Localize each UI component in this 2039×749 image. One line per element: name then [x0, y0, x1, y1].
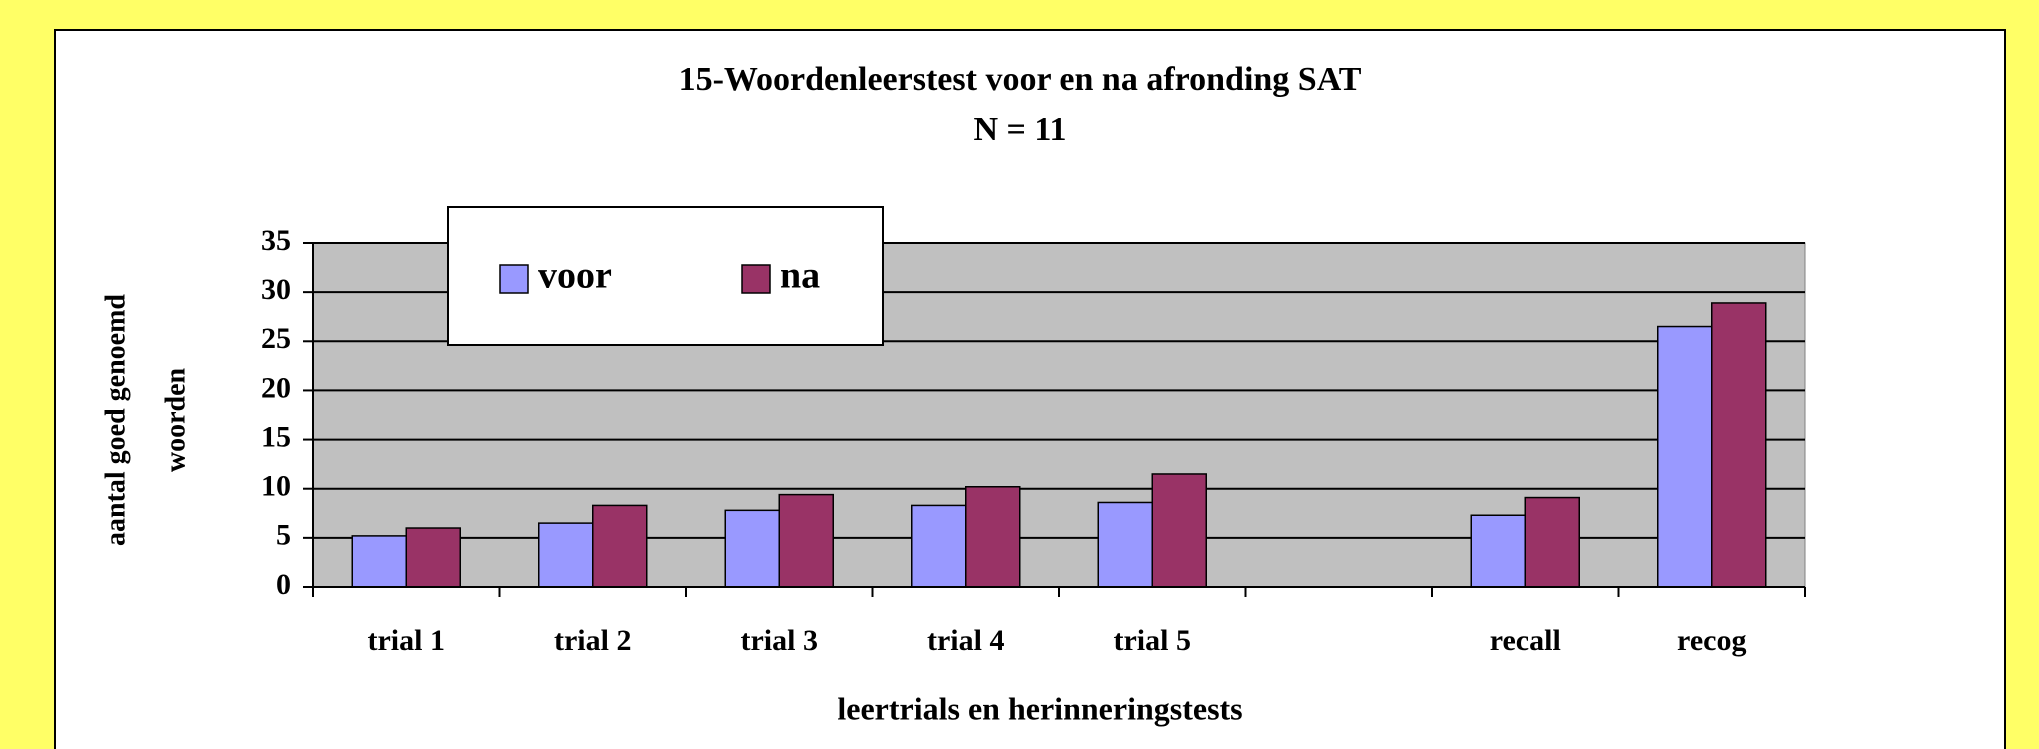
- legend-swatch: [741, 264, 771, 294]
- y-tick-label: 20: [261, 371, 291, 404]
- bar: [778, 493, 834, 588]
- x-tick-label: trial 2: [554, 624, 631, 657]
- bar: [724, 509, 780, 588]
- chart-subtitle: N = 11: [973, 111, 1066, 148]
- chart-title: 15-Woordenleerstest voor en na afronding…: [679, 61, 1362, 98]
- y-tick-label: 30: [261, 273, 291, 306]
- y-tick-label: 10: [261, 470, 291, 503]
- bar: [1711, 302, 1767, 588]
- x-tick-label: trial 4: [927, 624, 1004, 657]
- bar: [538, 522, 594, 588]
- x-tick-label: trial 3: [741, 624, 818, 657]
- x-tick-label: trial 5: [1114, 624, 1191, 657]
- bar: [592, 504, 648, 588]
- y-tick-label: 0: [276, 568, 291, 601]
- legend-label: voor: [538, 255, 612, 297]
- bar: [1097, 501, 1153, 588]
- y-tick-label: 25: [261, 322, 291, 355]
- legend-swatch: [499, 264, 529, 294]
- bar: [351, 535, 407, 588]
- bar: [965, 485, 1021, 588]
- y-tick-label: 5: [276, 519, 291, 552]
- y-tick-label: 35: [261, 224, 291, 257]
- y-axis-label: aantal goed genoemd: [100, 294, 131, 546]
- bar: [1524, 496, 1580, 588]
- x-tick-label: trial 1: [368, 624, 445, 657]
- x-tick-label: recall: [1490, 624, 1561, 657]
- x-axis-label: leertrials en herinneringstests: [837, 690, 1242, 726]
- bar: [1470, 514, 1526, 588]
- y-axis-label: woorden: [160, 367, 191, 472]
- legend-label: na: [780, 255, 820, 297]
- bar: [911, 504, 967, 588]
- bar: [1151, 473, 1207, 588]
- bar: [1657, 325, 1713, 588]
- bar: [405, 527, 461, 588]
- y-tick-label: 15: [261, 420, 291, 453]
- x-tick-label: recog: [1677, 624, 1746, 657]
